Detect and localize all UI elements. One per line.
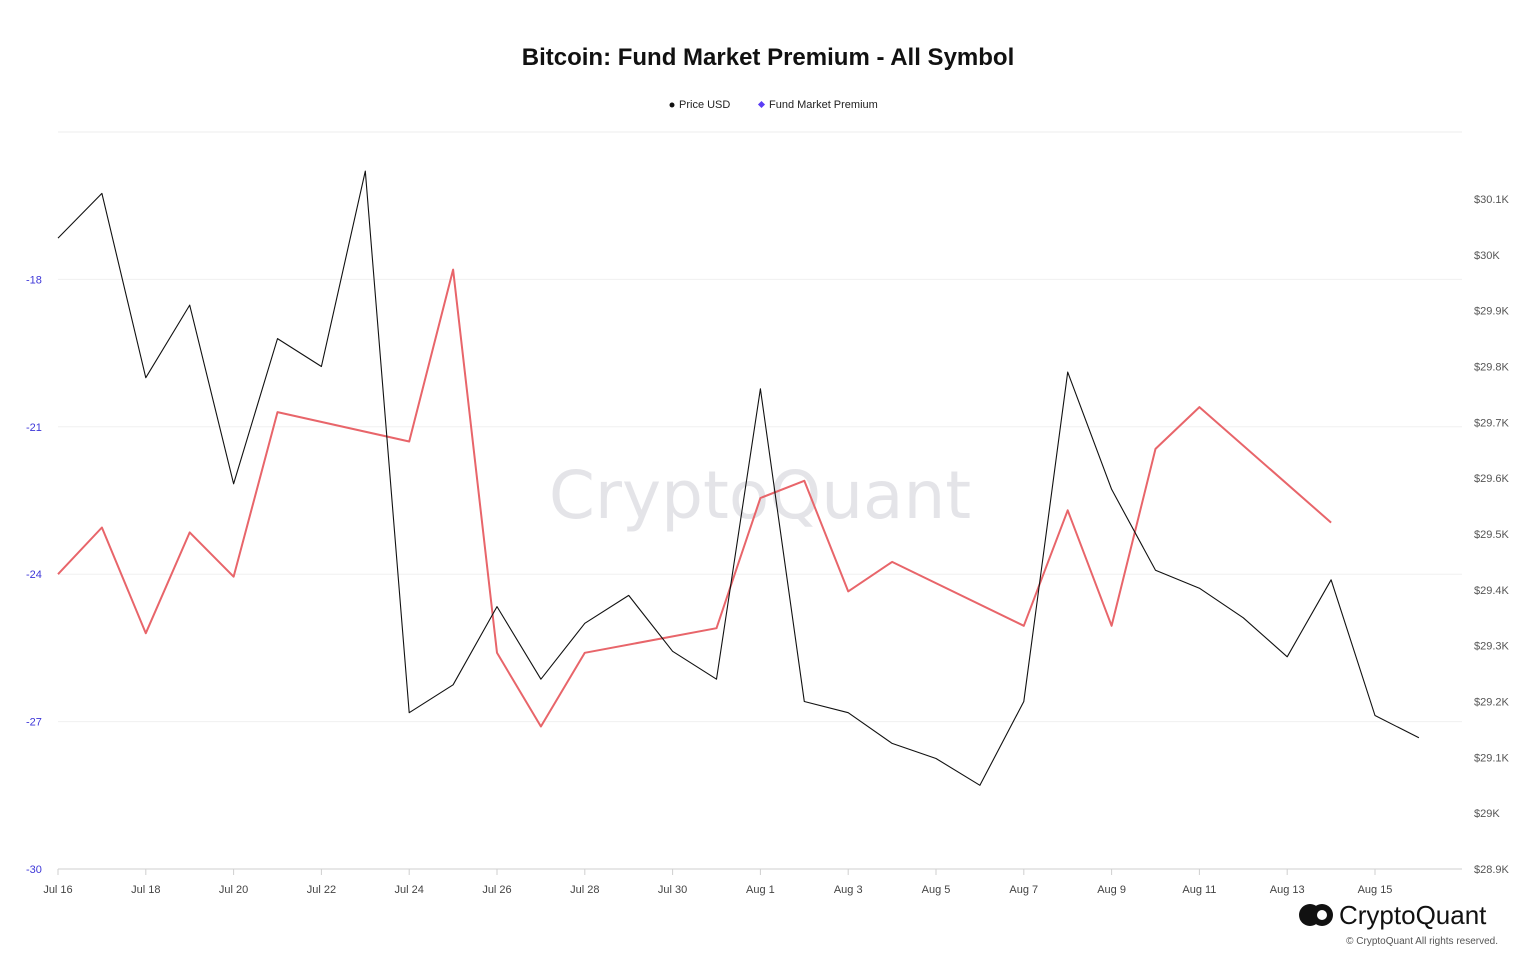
y-left-tick-label: -24 bbox=[26, 569, 42, 581]
y-right-tick-label: $29.9K bbox=[1474, 306, 1510, 318]
logo-icon-hole bbox=[1317, 910, 1327, 920]
brand-name: CryptoQuant bbox=[1339, 900, 1487, 930]
x-tick-label: Aug 7 bbox=[1009, 884, 1038, 896]
x-tick-label: Aug 3 bbox=[834, 884, 863, 896]
y-right-tick-label: $29.7K bbox=[1474, 417, 1510, 429]
x-tick-label: Jul 30 bbox=[658, 884, 687, 896]
y-right-tick-label: $29.1K bbox=[1474, 752, 1510, 764]
x-tick-label: Aug 13 bbox=[1270, 884, 1305, 896]
x-tick-label: Aug 15 bbox=[1358, 884, 1393, 896]
series-lines bbox=[57, 170, 1420, 786]
right-axis: $30.1K $30K $29.9K $29.8K $29.7K $29.6K $29.5K… bbox=[1474, 194, 1510, 876]
y-right-tick-label: $29.5K bbox=[1474, 529, 1510, 541]
left-axis: -18 -21 -24 -27 -30 bbox=[26, 274, 42, 876]
x-tick-label: Aug 5 bbox=[922, 884, 951, 896]
y-left-tick-label: -30 bbox=[26, 864, 42, 876]
legend-label-price[interactable]: Price USD bbox=[679, 99, 730, 111]
x-tick-label: Aug 1 bbox=[746, 884, 775, 896]
y-left-tick-label: -21 bbox=[26, 422, 42, 434]
y-right-tick-label: $29K bbox=[1474, 808, 1500, 820]
y-right-tick-label: $29.8K bbox=[1474, 362, 1510, 374]
y-left-tick-label: -18 bbox=[26, 274, 42, 286]
x-tick-label: Jul 26 bbox=[482, 884, 511, 896]
legend-label-premium[interactable]: Fund Market Premium bbox=[769, 99, 878, 111]
copyright: © CryptoQuant All rights reserved. bbox=[1346, 936, 1498, 947]
watermark: CryptoQuant bbox=[549, 457, 971, 534]
x-tick-label: Jul 18 bbox=[131, 884, 160, 896]
x-axis: Jul 16 Jul 18 Jul 20 Jul 22 Jul 24 Jul 26 Jul … bbox=[43, 869, 1392, 896]
x-tick-label: Jul 24 bbox=[395, 884, 424, 896]
legend: Price USD Fund Market Premium bbox=[669, 99, 878, 111]
legend-marker-premium bbox=[757, 100, 766, 109]
y-right-tick-label: $30K bbox=[1474, 250, 1500, 262]
y-right-tick-label: $29.3K bbox=[1474, 641, 1510, 653]
y-right-tick-label: $29.6K bbox=[1474, 473, 1510, 485]
y-right-tick-label: $28.9K bbox=[1474, 864, 1510, 876]
x-tick-label: Jul 16 bbox=[43, 884, 72, 896]
brand-logo: CryptoQuant bbox=[1299, 900, 1487, 930]
x-tick-label: Jul 28 bbox=[570, 884, 599, 896]
y-left-tick-label: -27 bbox=[26, 717, 42, 729]
chart-title: Bitcoin: Fund Market Premium - All Symbo… bbox=[522, 44, 1015, 71]
x-tick-label: Jul 22 bbox=[307, 884, 336, 896]
legend-marker-price bbox=[669, 102, 675, 108]
y-right-tick-label: $30.1K bbox=[1474, 194, 1510, 206]
series-line-fund-market-premium[interactable] bbox=[57, 268, 1332, 728]
y-right-tick-label: $29.2K bbox=[1474, 697, 1510, 709]
series-line-price-usd[interactable] bbox=[57, 170, 1420, 786]
x-tick-label: Aug 11 bbox=[1182, 884, 1216, 896]
x-tick-label: Aug 9 bbox=[1097, 884, 1126, 896]
x-tick-label: Jul 20 bbox=[219, 884, 248, 896]
y-right-tick-label: $29.4K bbox=[1474, 585, 1510, 597]
